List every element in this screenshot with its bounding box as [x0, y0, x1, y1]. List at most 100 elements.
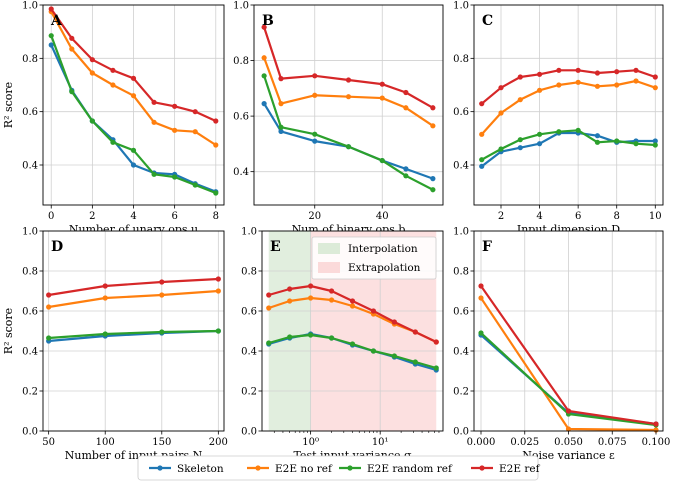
data-point-e2e-no-ref: [89, 70, 95, 76]
y-tick-label: 0.6: [453, 307, 469, 318]
data-point-e2e-random-ref: [172, 174, 178, 180]
data-point-e2e-no-ref: [278, 101, 284, 107]
data-point-e2e-random-ref: [308, 332, 314, 338]
y-tick-label: 0.0: [241, 427, 257, 438]
y-tick-label: 0.8: [453, 54, 469, 65]
x-tick-label: 0.100: [642, 437, 671, 448]
data-point-e2e-ref: [345, 77, 352, 83]
data-point-e2e-no-ref: [478, 295, 484, 301]
region-legend-swatch-interpolation: [318, 243, 340, 254]
x-tick-label: 6: [171, 211, 177, 222]
data-point-e2e-ref: [517, 74, 523, 80]
data-point-e2e-no-ref: [46, 304, 52, 310]
data-point-e2e-no-ref: [652, 85, 658, 91]
data-point-e2e-ref: [633, 67, 639, 73]
data-point-e2e-ref: [312, 73, 318, 79]
data-point-skeleton: [130, 162, 137, 168]
data-point-e2e-ref: [308, 283, 314, 289]
series-line-e2e-no-ref: [48, 289, 219, 309]
y-tick-label: 0.6: [453, 107, 469, 118]
y-tick-label: 0.6: [241, 307, 257, 318]
data-point-e2e-random-ref: [479, 157, 485, 163]
data-point-e2e-random-ref: [266, 340, 272, 346]
data-point-e2e-random-ref: [213, 190, 219, 196]
data-point-e2e-random-ref: [478, 330, 484, 336]
data-point-e2e-ref: [536, 71, 543, 77]
series-line-e2e-ref: [48, 277, 219, 297]
data-point-e2e-random-ref: [46, 335, 52, 341]
data-point-e2e-ref: [575, 67, 581, 73]
data-point-e2e-ref: [370, 308, 377, 314]
data-point-e2e-no-ref: [261, 55, 267, 61]
data-point-e2e-ref: [349, 298, 356, 304]
x-tick-label: 150: [152, 437, 171, 448]
data-point-e2e-random-ref: [151, 171, 157, 177]
data-point-skeleton: [594, 133, 601, 139]
y-tick-label: 0.8: [453, 267, 469, 278]
panel-letter: E: [270, 239, 281, 255]
data-point-e2e-no-ref: [159, 292, 165, 298]
data-point-e2e-random-ref: [633, 141, 639, 147]
data-point-e2e-no-ref: [102, 295, 108, 301]
y-tick-label: 0.0: [453, 427, 469, 438]
y-tick-label: 1.0: [241, 227, 257, 238]
series-line-e2e-no-ref: [480, 79, 656, 136]
x-tick-label: 50: [42, 437, 55, 448]
data-point-e2e-ref: [652, 74, 658, 80]
y-tick-label: 0.4: [453, 347, 469, 358]
legend-marker-skeleton: [157, 465, 163, 471]
series-line-e2e-random-ref: [481, 129, 656, 161]
data-point-e2e-random-ref: [412, 359, 418, 365]
data-point-e2e-ref: [102, 283, 108, 289]
axes-frame: [253, 4, 444, 206]
data-point-e2e-ref: [69, 35, 75, 41]
data-point-e2e-random-ref: [89, 118, 95, 124]
x-tick-label: 0.000: [467, 437, 496, 448]
data-point-e2e-no-ref: [430, 123, 436, 129]
data-point-e2e-ref: [151, 99, 157, 105]
data-point-e2e-no-ref: [633, 78, 639, 84]
data-point-skeleton: [536, 141, 543, 147]
x-tick-label: 2: [89, 211, 95, 222]
data-point-e2e-ref: [266, 292, 272, 298]
data-point-e2e-random-ref: [287, 334, 293, 340]
x-tick-label: 10: [649, 211, 662, 222]
data-point-e2e-random-ref: [498, 146, 504, 152]
data-point-skeleton: [479, 163, 485, 169]
legend-label-e2e-ref: E2E ref: [499, 463, 541, 475]
data-point-e2e-ref: [130, 75, 137, 81]
data-point-e2e-no-ref: [565, 426, 572, 432]
data-point-e2e-ref: [159, 279, 165, 285]
data-point-e2e-random-ref: [517, 137, 523, 143]
data-point-e2e-no-ref: [69, 46, 75, 52]
x-tick-label: 2: [498, 211, 504, 222]
legend-label-e2e-random-ref: E2E random ref: [367, 463, 453, 475]
x-tick-label: 10⁰: [302, 437, 319, 448]
data-point-e2e-random-ref: [345, 144, 352, 150]
y-tick-label: 1.0: [453, 1, 469, 12]
data-point-e2e-no-ref: [479, 131, 485, 137]
y-tick-label: 0.8: [22, 54, 38, 65]
legend: Skeleton E2E no ref E2E random ref E2E ref: [137, 455, 541, 481]
data-point-e2e-ref: [46, 292, 52, 298]
y-tick-label: 0.2: [22, 387, 38, 398]
data-point-e2e-random-ref: [349, 341, 356, 347]
data-point-e2e-no-ref: [308, 295, 314, 301]
data-point-e2e-random-ref: [312, 131, 318, 137]
x-tick-label: 8: [213, 211, 219, 222]
legend-marker-e2e-random-ref: [347, 465, 353, 471]
data-point-e2e-ref: [172, 103, 178, 109]
data-point-e2e-no-ref: [287, 298, 293, 304]
data-point-skeleton: [652, 138, 658, 144]
y-tick-label: 1.0: [453, 227, 469, 238]
x-tick-label: 100: [96, 437, 115, 448]
data-point-e2e-random-ref: [159, 329, 165, 335]
data-point-e2e-ref: [278, 76, 284, 82]
y-tick-label: 0.8: [241, 267, 257, 278]
data-point-e2e-no-ref: [130, 93, 137, 99]
data-point-e2e-ref: [614, 69, 620, 75]
